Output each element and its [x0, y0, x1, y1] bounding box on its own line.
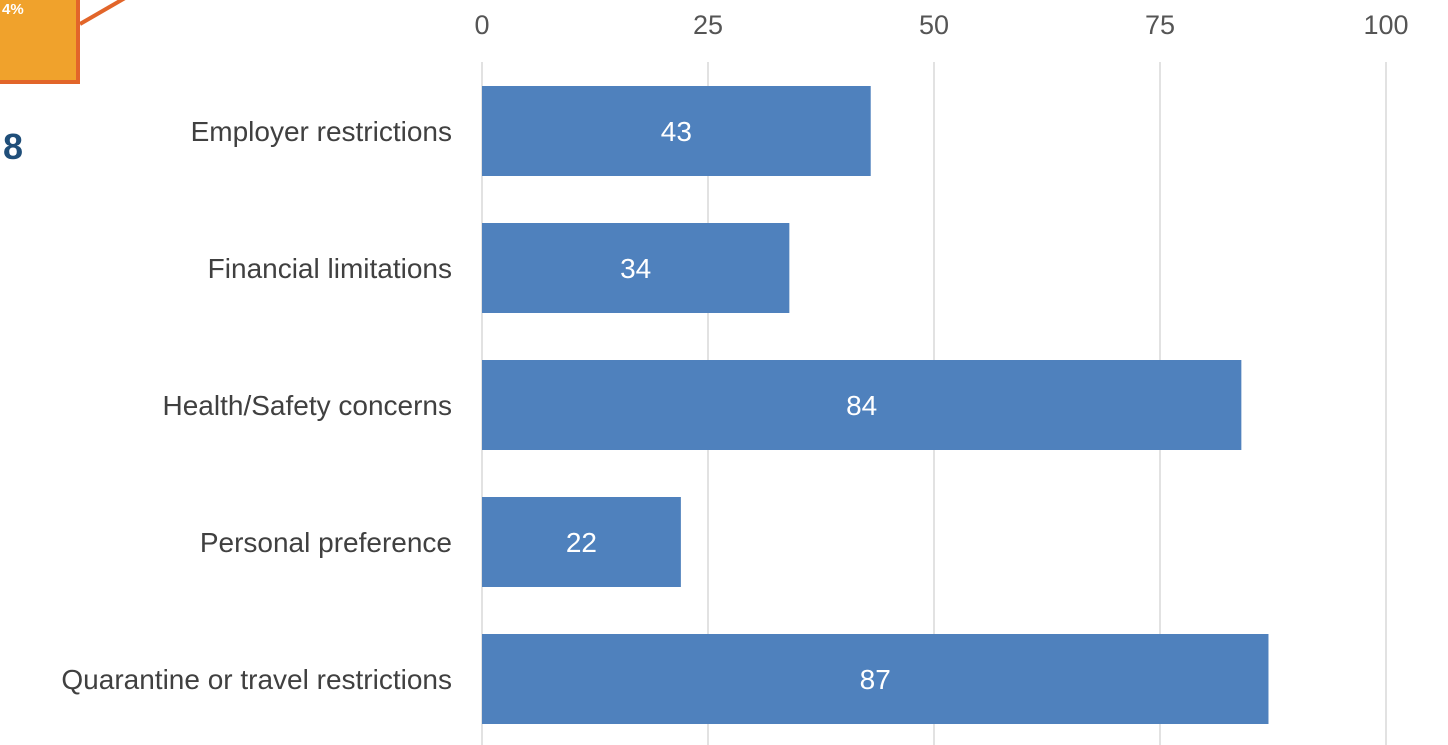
bar-value-label: 22 — [566, 527, 597, 558]
category-labels: Employer restrictions Financial limitatio… — [61, 116, 452, 695]
x-axis-ticks: 0 25 50 75 100 — [474, 10, 1408, 40]
x-tick-label: 100 — [1363, 10, 1408, 40]
bar — [482, 497, 681, 587]
category-label: Quarantine or travel restrictions — [61, 664, 452, 695]
bar — [482, 634, 1269, 724]
bar — [482, 223, 790, 313]
category-label: Health/Safety concerns — [163, 390, 453, 421]
x-tick-label: 25 — [693, 10, 723, 40]
bar-value-label: 87 — [860, 664, 891, 695]
bar-value-label: 43 — [661, 116, 692, 147]
x-tick-label: 0 — [474, 10, 489, 40]
percent-badge-text: 4% — [2, 1, 24, 18]
bar — [482, 360, 1242, 450]
bar-value-label: 34 — [620, 253, 651, 284]
bars: 43 34 84 22 87 — [482, 86, 1269, 724]
percent-badge: 4% — [0, 0, 80, 84]
side-number: 8 — [3, 126, 24, 167]
bar-value-label: 84 — [846, 390, 877, 421]
bar — [482, 86, 871, 176]
category-label: Personal preference — [200, 527, 452, 558]
category-label: Employer restrictions — [191, 116, 452, 147]
category-label: Financial limitations — [208, 253, 452, 284]
x-tick-label: 50 — [919, 10, 949, 40]
x-tick-label: 75 — [1145, 10, 1175, 40]
badge-pointer-line — [78, 0, 126, 26]
